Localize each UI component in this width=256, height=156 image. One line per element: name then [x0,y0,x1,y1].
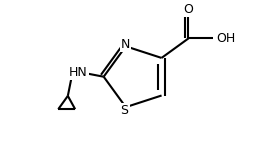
Text: HN: HN [69,66,88,79]
Text: OH: OH [217,32,236,45]
Text: S: S [121,104,129,117]
Text: O: O [184,3,194,16]
Text: N: N [121,38,131,51]
